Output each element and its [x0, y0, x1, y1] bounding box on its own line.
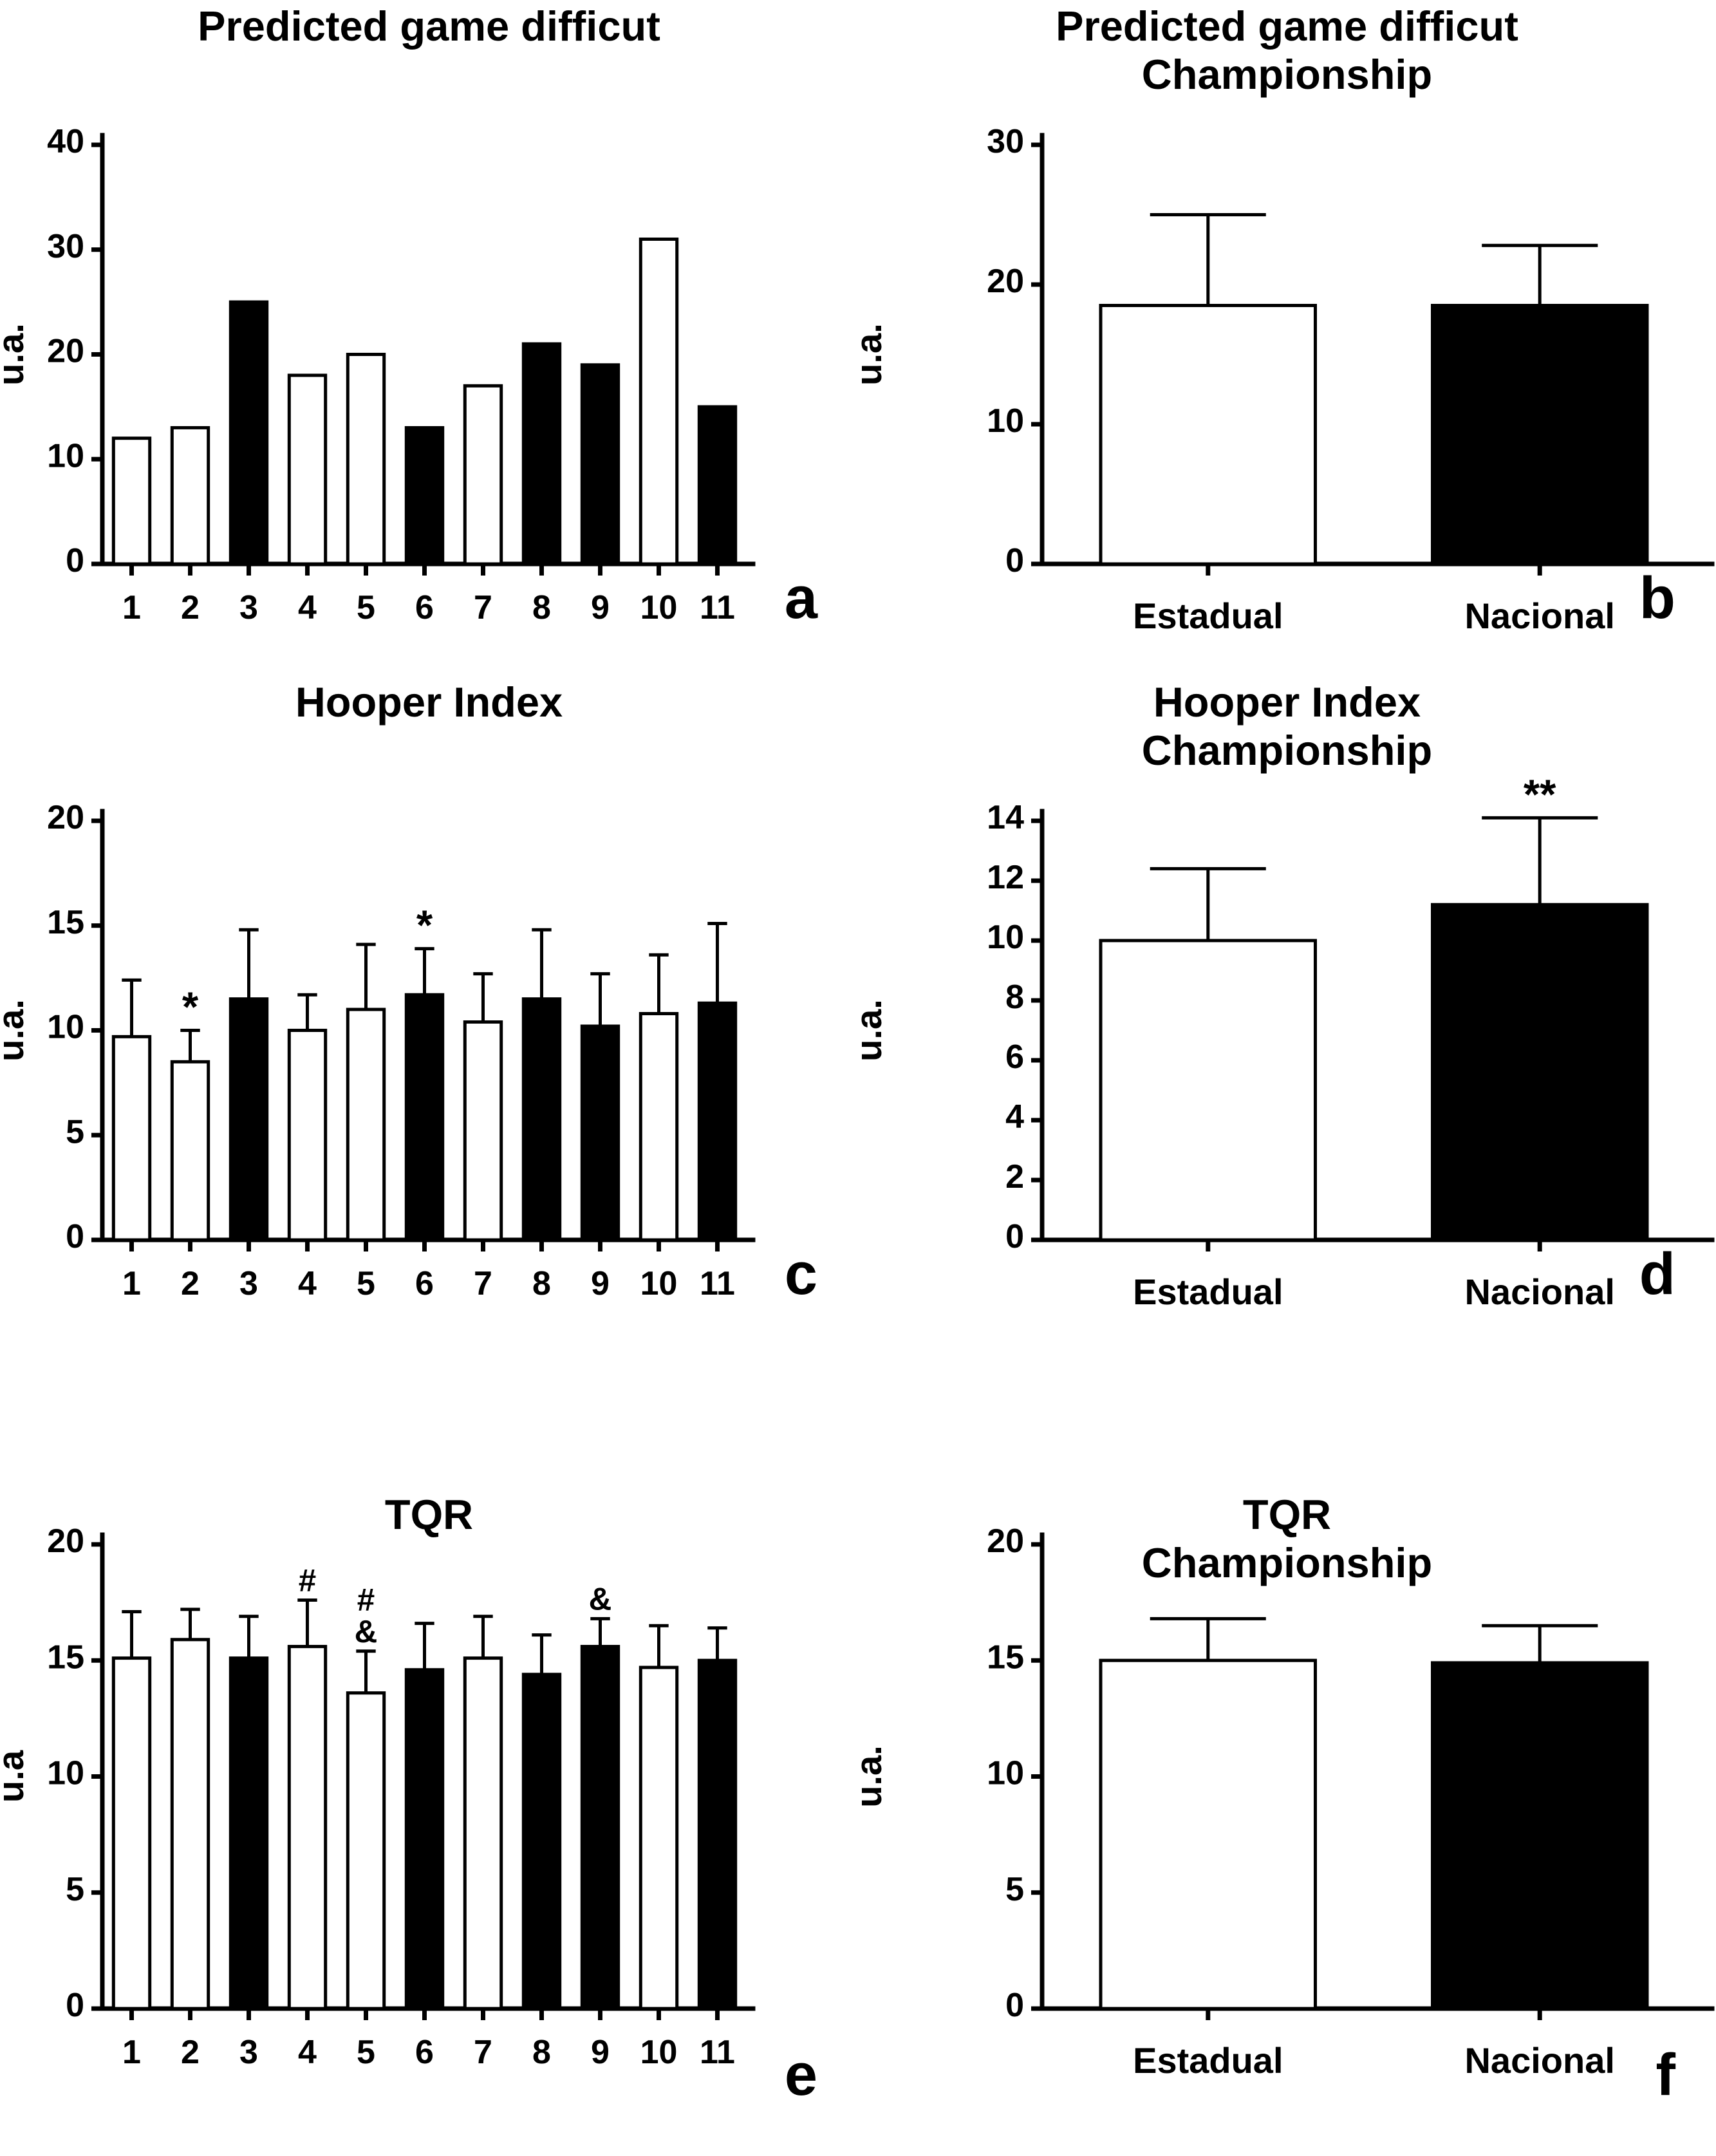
svg-text:7: 7: [474, 2034, 492, 2071]
svg-text:30: 30: [47, 228, 84, 265]
svg-text:11: 11: [700, 2034, 735, 2071]
svg-text:c: c: [785, 1241, 817, 1307]
svg-text:**: **: [1524, 771, 1556, 818]
svg-text:4: 4: [298, 2034, 317, 2071]
svg-text:7: 7: [474, 1265, 492, 1302]
svg-text:7: 7: [474, 589, 492, 626]
svg-text:6: 6: [415, 2034, 434, 2071]
svg-text:0: 0: [66, 1218, 84, 1255]
svg-text:40: 40: [47, 123, 84, 160]
svg-text:4: 4: [298, 589, 317, 626]
svg-text:Nacional: Nacional: [1464, 595, 1614, 636]
svg-text:2: 2: [181, 589, 200, 626]
svg-text:TQR: TQR: [1243, 1491, 1331, 1538]
svg-text:20: 20: [47, 799, 84, 836]
svg-text:Championship: Championship: [1142, 51, 1432, 98]
svg-text:10: 10: [640, 2034, 678, 2071]
svg-text:Championship: Championship: [1142, 727, 1432, 774]
svg-text:u.a: u.a: [0, 1750, 31, 1803]
svg-text:f: f: [1655, 2042, 1675, 2108]
svg-text:5: 5: [357, 1265, 375, 1302]
svg-text:0: 0: [66, 1987, 84, 2024]
svg-text:d: d: [1639, 1241, 1675, 1307]
svg-text:2: 2: [1005, 1158, 1024, 1195]
svg-text:&: &: [355, 1614, 378, 1649]
svg-text:15: 15: [47, 1638, 84, 1676]
svg-text:8: 8: [1005, 979, 1024, 1016]
svg-text:10: 10: [987, 402, 1024, 440]
svg-text:a: a: [785, 565, 818, 631]
svg-text:1: 1: [122, 589, 141, 626]
svg-text:8: 8: [532, 2034, 551, 2071]
svg-text:11: 11: [700, 1265, 735, 1302]
svg-text:11: 11: [700, 589, 735, 626]
svg-text:2: 2: [181, 1265, 200, 1302]
svg-text:Estadual: Estadual: [1133, 2040, 1283, 2081]
svg-text:u.a.: u.a.: [858, 323, 889, 386]
svg-text:10: 10: [987, 919, 1024, 956]
svg-text:0: 0: [1005, 1218, 1024, 1255]
svg-text:6: 6: [415, 1265, 434, 1302]
svg-text:10: 10: [47, 1755, 84, 1792]
svg-text:u.a.: u.a.: [0, 323, 31, 386]
svg-text:3: 3: [239, 2034, 258, 2071]
svg-text:10: 10: [640, 1265, 678, 1302]
svg-text:14: 14: [987, 799, 1024, 836]
svg-text:5: 5: [357, 589, 375, 626]
svg-text:0: 0: [1005, 542, 1024, 579]
svg-text:4: 4: [1005, 1098, 1024, 1136]
svg-text:e: e: [785, 2042, 817, 2108]
svg-text:b: b: [1639, 565, 1675, 631]
svg-text:10: 10: [987, 1755, 1024, 1792]
svg-text:5: 5: [357, 2034, 375, 2071]
svg-text:20: 20: [987, 1523, 1024, 1560]
svg-text:Estadual: Estadual: [1133, 1271, 1283, 1312]
svg-text:20: 20: [987, 263, 1024, 300]
svg-text:5: 5: [66, 1871, 84, 1908]
svg-text:Championship: Championship: [1142, 1539, 1432, 1586]
svg-text:#: #: [299, 1563, 316, 1598]
svg-text:TQR: TQR: [385, 1491, 473, 1538]
svg-text:Hooper Index: Hooper Index: [1153, 679, 1421, 726]
svg-text:9: 9: [591, 1265, 610, 1302]
svg-text:4: 4: [298, 1265, 317, 1302]
svg-text:10: 10: [640, 589, 678, 626]
svg-text:6: 6: [1005, 1038, 1024, 1076]
svg-text:20: 20: [47, 333, 84, 370]
svg-text:Nacional: Nacional: [1464, 2040, 1614, 2081]
svg-text:5: 5: [1005, 1871, 1024, 1908]
svg-text:1: 1: [122, 1265, 141, 1302]
svg-text:u.a.: u.a.: [858, 999, 889, 1062]
svg-text:3: 3: [239, 1265, 258, 1302]
svg-text:Hooper Index: Hooper Index: [295, 679, 563, 726]
svg-text:6: 6: [415, 589, 434, 626]
svg-text:*: *: [182, 984, 199, 1031]
svg-text:8: 8: [532, 589, 551, 626]
svg-text:9: 9: [591, 589, 610, 626]
svg-text:10: 10: [47, 437, 84, 474]
svg-text:0: 0: [66, 542, 84, 579]
svg-text:&: &: [589, 1581, 612, 1617]
svg-text:Predicted game difficut: Predicted game difficut: [198, 3, 660, 50]
svg-text:u.a.: u.a.: [858, 1745, 889, 1808]
svg-text:20: 20: [47, 1523, 84, 1560]
svg-text:8: 8: [532, 1265, 551, 1302]
svg-text:0: 0: [1005, 1987, 1024, 2024]
svg-text:#: #: [357, 1582, 375, 1617]
svg-text:9: 9: [591, 2034, 610, 2071]
svg-text:15: 15: [987, 1638, 1024, 1676]
svg-text:3: 3: [239, 589, 258, 626]
svg-text:Nacional: Nacional: [1464, 1271, 1614, 1312]
svg-text:Estadual: Estadual: [1133, 595, 1283, 636]
svg-text:5: 5: [66, 1113, 84, 1150]
svg-text:12: 12: [987, 859, 1024, 896]
svg-text:30: 30: [987, 123, 1024, 160]
svg-text:*: *: [416, 902, 433, 949]
svg-text:2: 2: [181, 2034, 200, 2071]
svg-text:15: 15: [47, 904, 84, 941]
svg-text:10: 10: [47, 1009, 84, 1046]
svg-text:Predicted game difficut: Predicted game difficut: [1056, 3, 1518, 50]
svg-text:u.a.: u.a.: [0, 999, 31, 1062]
svg-text:1: 1: [122, 2034, 141, 2071]
